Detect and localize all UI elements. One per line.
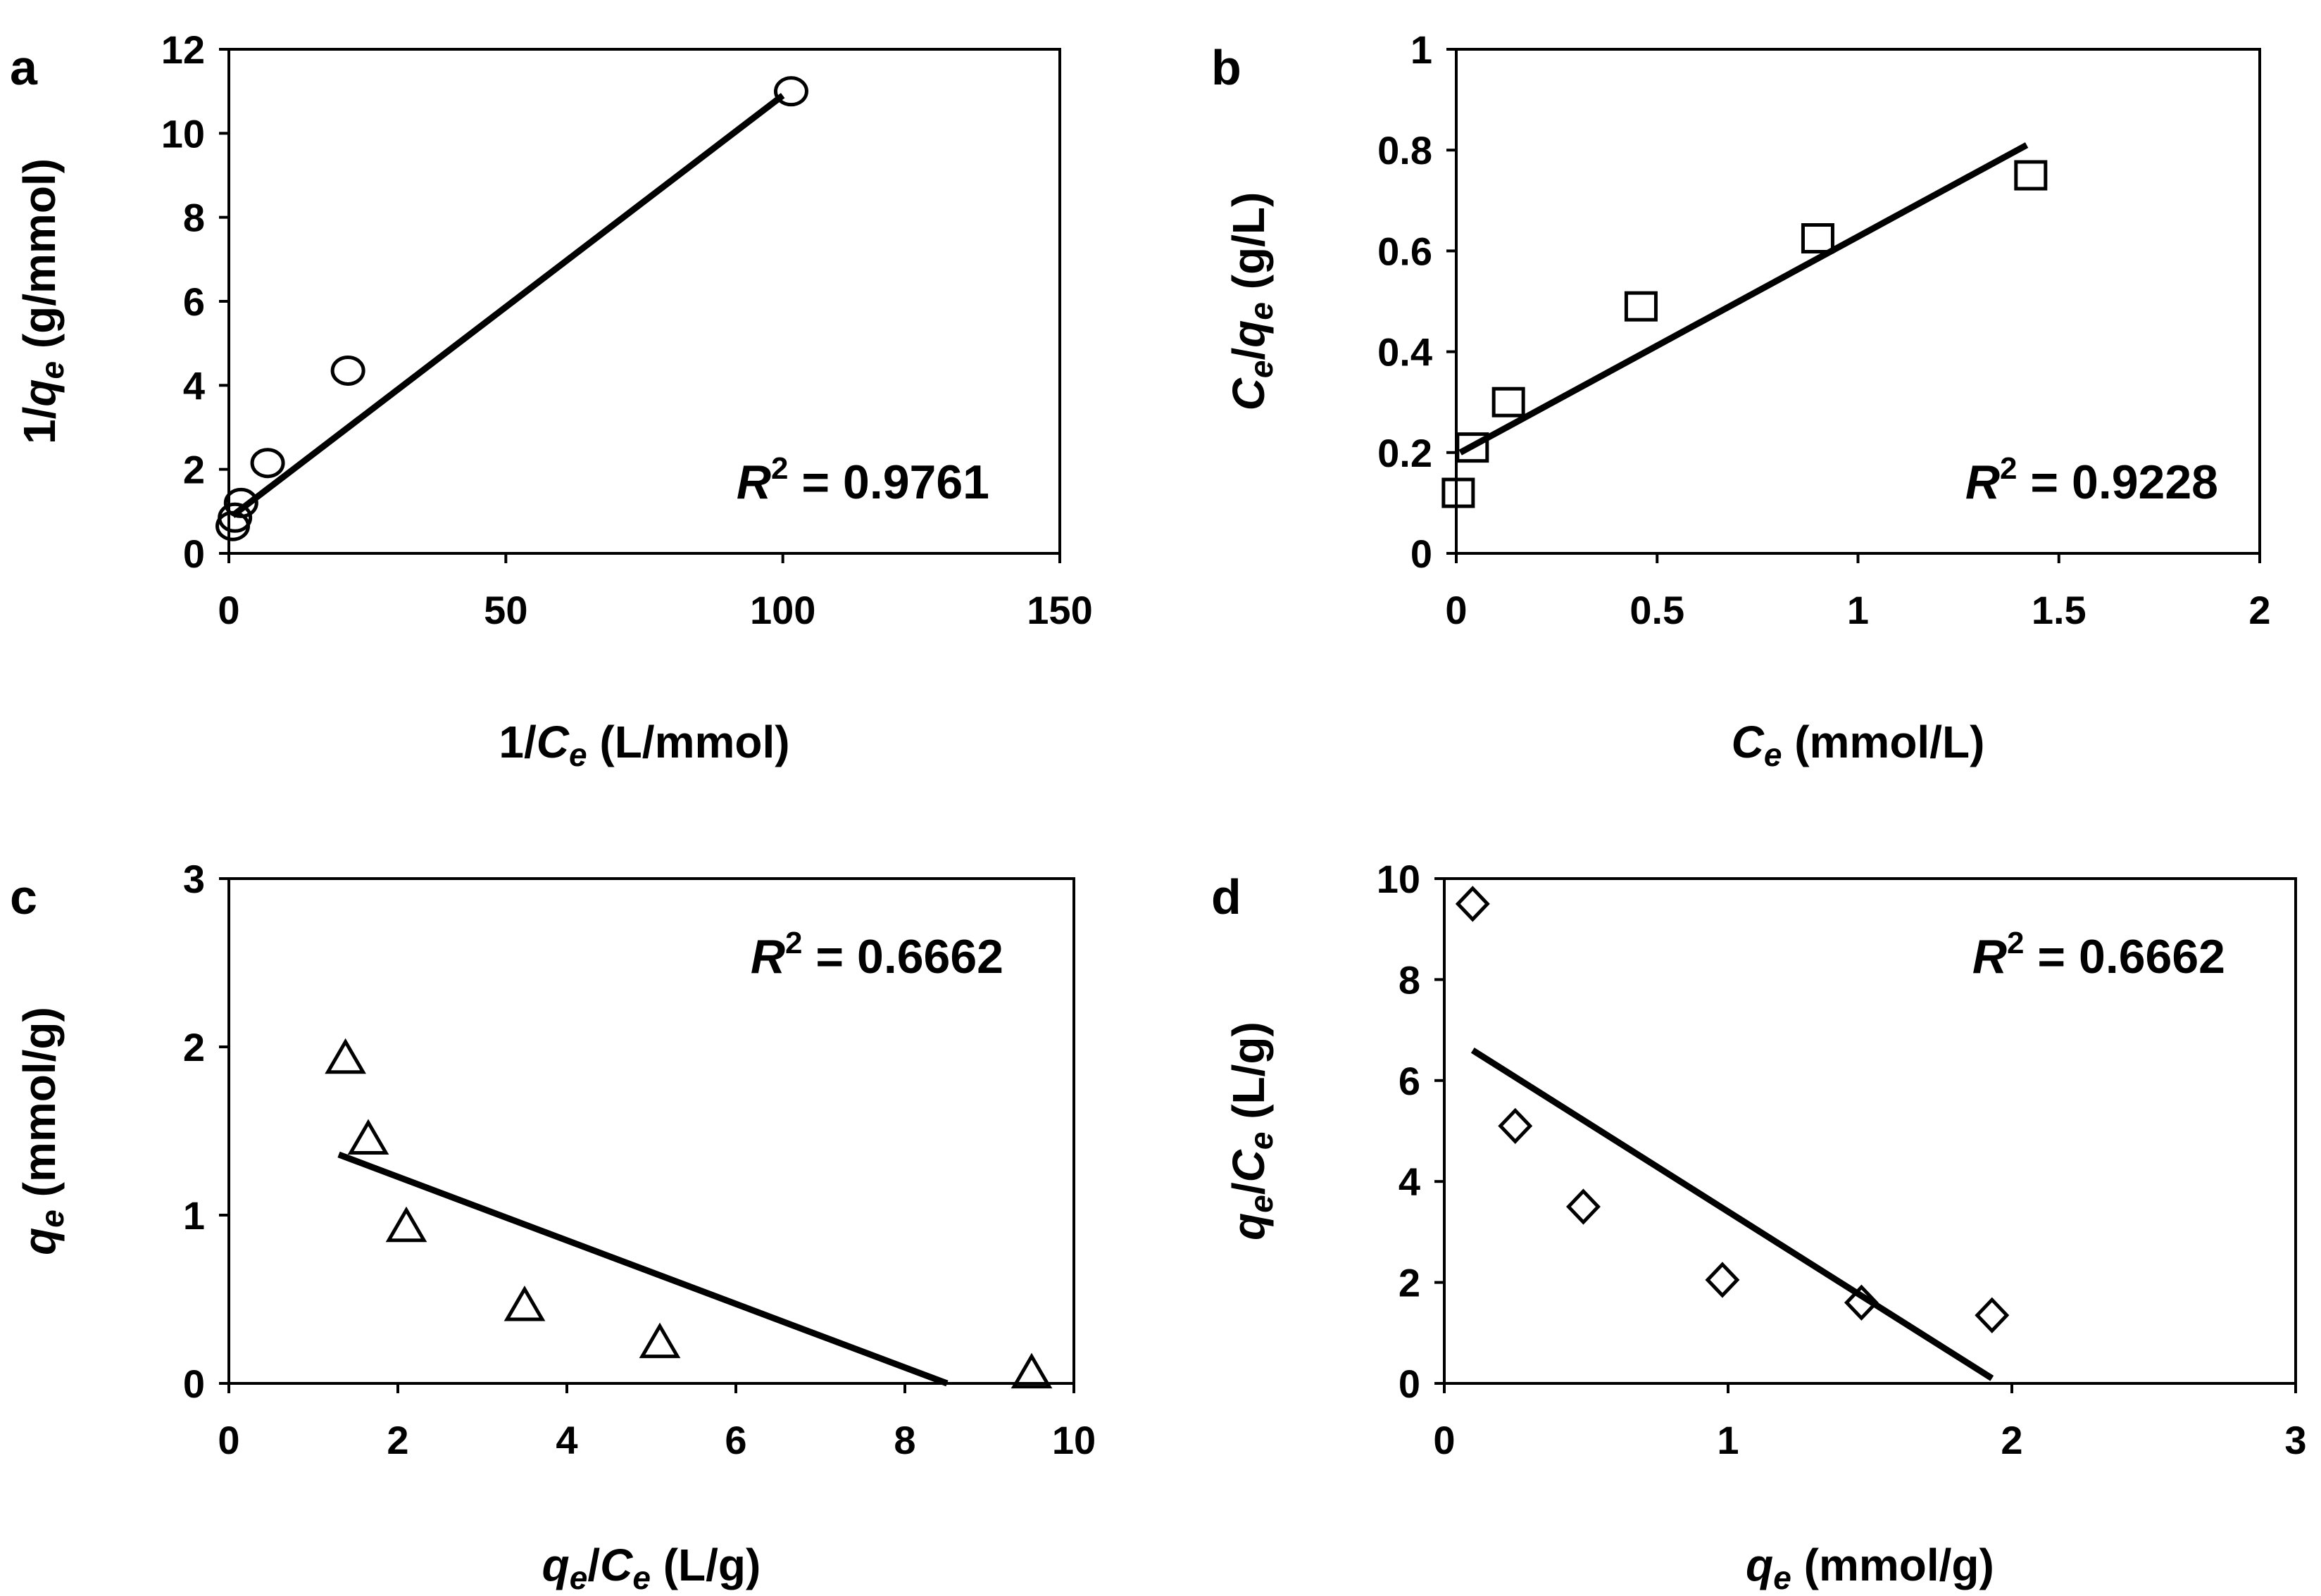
panel-letter: a	[10, 40, 38, 95]
data-point-circle	[223, 487, 258, 518]
r-squared-label: R2 = 0.6662	[1972, 926, 2225, 984]
x-tick-label: 0	[1445, 588, 1467, 632]
data-point-diamond	[1566, 1188, 1601, 1225]
y-tick-label: 8	[183, 196, 205, 240]
x-tick-label: 6	[725, 1418, 746, 1462]
data-point-triangle	[347, 1119, 389, 1155]
y-tick-label: 2	[183, 1025, 205, 1069]
y-tick-label: 0.4	[1377, 330, 1432, 375]
chart-panel-a: 0 50 100 150 0 2 4 6 8 10 12 1/Ce (L/mmol) 1/qe (g/m…	[10, 27, 1093, 773]
y-tick-label: 10	[1377, 857, 1420, 901]
r-squared-label: R2 = 0.9228	[1965, 451, 2218, 509]
data-point-circle	[250, 448, 285, 479]
y-tick-label: 0.8	[1377, 128, 1432, 172]
y-tick-label: 3	[183, 857, 205, 901]
x-tick-label: 8	[894, 1418, 915, 1462]
x-tick-label: 2	[2248, 588, 2270, 632]
x-tick-label: 0	[218, 588, 239, 632]
y-tick-label: 12	[161, 27, 205, 72]
fit-line	[1470, 1047, 1994, 1381]
r-squared-label: R2 = 0.6662	[751, 926, 1003, 984]
x-tick-label: 2	[387, 1418, 408, 1462]
y-tick-label: 6	[1399, 1059, 1420, 1103]
data-point-square	[1491, 387, 1525, 417]
x-axis-title: Ce (mmol/L)	[1732, 717, 1985, 773]
panel-letter: c	[10, 869, 37, 924]
data-point-triangle	[325, 1038, 366, 1074]
data-point-square	[1456, 432, 1489, 463]
y-tick-label: 0	[183, 1362, 205, 1406]
panel-letter: b	[1211, 40, 1241, 95]
y-axis-title: Ce/qe (g/L)	[1223, 192, 1280, 411]
data-point-triangle	[503, 1286, 546, 1321]
data-point-square	[1624, 291, 1658, 322]
plot-frame	[1443, 877, 2297, 1385]
x-tick-label: 0.5	[1629, 588, 1684, 632]
chart-panel-b: 0 0.5 1 1.5 2 0 0.2 0.4 0.6 0.8 1 Ce (mmol/L) Ce/qe …	[1211, 27, 2271, 773]
fit-line	[1458, 142, 2029, 455]
x-tick-label: 1	[1717, 1418, 1739, 1462]
r-squared-label: R2 = 0.9761	[737, 451, 989, 509]
data-point-triangle	[385, 1206, 427, 1243]
data-point-square	[2014, 160, 2048, 191]
y-tick-label: 6	[183, 279, 205, 324]
y-tick-label: 1	[183, 1193, 205, 1238]
y-tick-label: 1	[1410, 27, 1432, 72]
y-tick-label: 0.2	[1377, 431, 1432, 475]
data-point-diamond	[1455, 886, 1490, 922]
x-tick-label: 3	[2284, 1418, 2306, 1462]
data-point-triangle	[639, 1322, 681, 1359]
y-tick-label: 2	[1399, 1261, 1420, 1305]
plot-frame	[227, 877, 1075, 1385]
x-axis-title: qe/Ce (L/g)	[542, 1540, 761, 1596]
x-tick-label: 50	[484, 588, 527, 632]
y-axis-title: qe/Ce (L/g)	[1223, 1022, 1280, 1240]
x-tick-label: 1.5	[2032, 588, 2087, 632]
panel-letter: d	[1211, 869, 1241, 924]
y-tick-label: 0.6	[1377, 229, 1432, 273]
x-axis-title: 1/Ce (L/mmol)	[499, 717, 789, 773]
data-point-triangle	[1011, 1352, 1053, 1389]
y-tick-label: 10	[161, 111, 205, 156]
data-point-diamond	[1844, 1284, 1879, 1321]
chart-panel-c: 0 2 4 6 8 10 0 1 2 3 qe/Ce (L/g) qe (mmol/g) c R2 = 0…	[10, 857, 1096, 1596]
x-tick-label: 2	[2001, 1418, 2022, 1462]
x-tick-label: 0	[1433, 1418, 1455, 1462]
data-point-square	[1441, 477, 1475, 508]
x-tick-label: 1	[1847, 588, 1869, 632]
y-tick-label: 0	[1410, 532, 1432, 576]
data-point-diamond	[1975, 1297, 2010, 1333]
x-axis-title: qe (mmol/g)	[1746, 1540, 1994, 1596]
y-tick-label: 8	[1399, 957, 1420, 1002]
fit-line	[230, 93, 785, 518]
x-tick-label: 10	[1052, 1418, 1096, 1462]
y-axis-title: qe (mmol/g)	[14, 1007, 70, 1255]
y-tick-label: 4	[183, 363, 205, 408]
data-point-circle	[773, 76, 808, 107]
y-axis-title: 1/qe (g/mmol)	[14, 158, 70, 444]
y-tick-label: 4	[1399, 1160, 1420, 1204]
fit-line	[337, 1151, 949, 1387]
y-tick-label: 0	[1399, 1362, 1420, 1406]
x-tick-label: 4	[556, 1418, 577, 1462]
y-tick-label: 2	[183, 448, 205, 492]
y-tick-label: 0	[183, 532, 205, 576]
x-tick-label: 0	[218, 1418, 239, 1462]
data-point-square	[1801, 223, 1834, 253]
x-tick-label: 100	[750, 588, 815, 632]
chart-panel-d: 0 1 2 3 0 2 4 6 8 10 qe (mmol/g) qe/Ce (L/g) d R2 = 0…	[1211, 857, 2307, 1596]
data-point-diamond	[1705, 1262, 1740, 1298]
data-point-circle	[330, 355, 365, 386]
x-tick-label: 150	[1027, 588, 1092, 632]
data-point-diamond	[1498, 1107, 1533, 1144]
data-point-circle	[218, 502, 253, 533]
